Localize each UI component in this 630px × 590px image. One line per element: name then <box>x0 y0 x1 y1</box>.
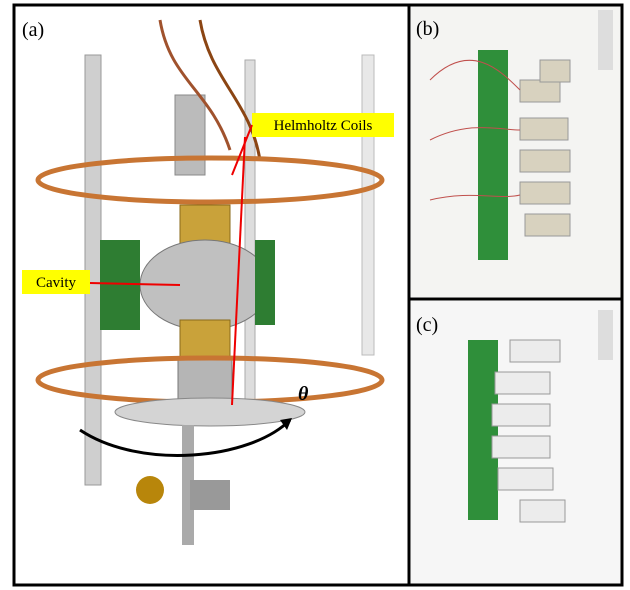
annotation: θ <box>298 383 309 405</box>
panel-b-bg <box>411 6 621 297</box>
annotation: Helmholtz Coils <box>274 118 373 134</box>
panel-label: (c) <box>416 314 438 336</box>
bracket <box>598 10 613 70</box>
panel-label: (b) <box>416 18 439 40</box>
valve <box>136 476 164 504</box>
panel-c: (c) <box>411 301 621 584</box>
board <box>255 240 275 325</box>
figure: Helmholtz Coils Cavity θ (a) (b) (c) <box>0 0 630 590</box>
bracket <box>598 310 613 360</box>
base-plate <box>115 398 305 426</box>
gold-band <box>180 320 230 360</box>
pcb <box>478 50 508 260</box>
flange-stack <box>175 95 205 175</box>
board <box>100 240 140 330</box>
panel-b: (b) <box>411 6 621 297</box>
valve <box>190 480 230 510</box>
annotation: Cavity <box>36 275 76 291</box>
gold-band <box>180 205 230 245</box>
pcb <box>468 340 498 520</box>
panel-a: Helmholtz Coils Cavity θ (a) <box>15 6 407 584</box>
rod <box>362 55 374 355</box>
panel-label: (a) <box>22 19 44 41</box>
